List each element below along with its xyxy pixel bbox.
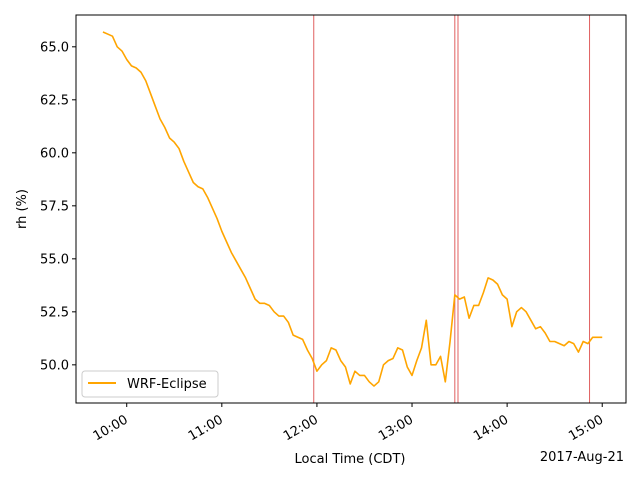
x-axis-label: Local Time (CDT) bbox=[295, 452, 406, 467]
y-tick-label-2: 55.0 bbox=[40, 252, 69, 267]
y-tick-label-3: 57.5 bbox=[40, 199, 69, 214]
legend-entry-wrf-eclipse: WRF-Eclipse bbox=[127, 377, 207, 392]
y-tick-label-5: 62.5 bbox=[40, 93, 69, 108]
series-line-wrf-eclipse bbox=[102, 31, 603, 387]
y-tick-label-6: 65.0 bbox=[40, 40, 69, 55]
legend-box bbox=[81, 370, 219, 398]
date-label: 2017-Aug-21 bbox=[540, 450, 624, 465]
y-tick-label-4: 60.0 bbox=[40, 146, 69, 161]
eclipse-event-lines bbox=[313, 15, 591, 403]
y-axis-label: rh (%) bbox=[15, 189, 30, 229]
y-tick-label-0: 50.0 bbox=[40, 358, 69, 373]
legend: WRF-Eclipse bbox=[81, 370, 219, 398]
y-axis-ticks: 50.0 52.5 55.0 57.5 60.0 62.5 65.0 bbox=[40, 40, 76, 373]
y-tick-label-1: 52.5 bbox=[40, 305, 69, 320]
plot-area-frame bbox=[75, 14, 627, 404]
series-layer bbox=[102, 31, 603, 387]
